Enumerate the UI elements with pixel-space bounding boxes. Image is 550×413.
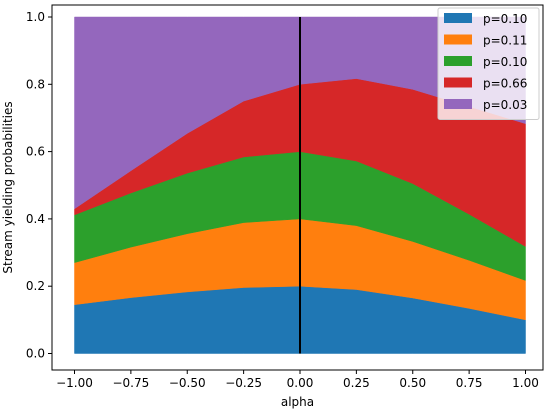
legend-swatch [444,13,472,23]
y-tick-label: 0.2 [26,279,45,293]
y-tick-label: 0.4 [26,212,45,226]
legend-swatch [444,34,472,45]
legend: p=0.10 p=0.11 p=0.10 p=0.66 p=0.03 [437,7,540,120]
x-axis-label: alpha [281,395,314,409]
x-tick-label: −0.25 [225,376,262,390]
x-tick-label: −0.75 [112,376,149,390]
plot-frame [51,4,544,371]
x-tick-label: 0.25 [343,376,370,390]
x-tick-label: 0.00 [287,376,314,390]
legend-label: p=0.11 [483,34,527,48]
y-tick-label: 0.0 [26,347,45,361]
y-tick-label: 1.0 [26,10,45,24]
x-tick-label: 0.50 [399,376,426,390]
y-axis-label: Stream yielding probabilities [1,101,15,273]
y-tick-label: 0.6 [26,145,45,159]
legend-swatch [444,77,472,88]
x-tick-label: 0.75 [456,376,483,390]
x-axis-ticks: −1.00 −0.75 −0.50 −0.25 0.00 0.25 0.50 0.75 1.00 [56,370,539,390]
legend-swatch [444,99,472,109]
y-axis-ticks: 0.0 0.2 0.4 0.6 0.8 1.0 [26,10,52,361]
x-tick-label: 1.00 [512,376,539,390]
x-tick-label: −1.00 [56,376,93,390]
area-series-5 [74,16,526,210]
x-tick-label: −0.50 [169,376,206,390]
legend-swatch [444,56,472,66]
y-tick-label: 0.8 [26,77,45,91]
legend-label: p=0.66 [483,77,527,91]
legend-label: p=0.03 [483,98,527,112]
legend-label: p=0.10 [483,55,527,69]
legend-label: p=0.10 [483,12,527,26]
